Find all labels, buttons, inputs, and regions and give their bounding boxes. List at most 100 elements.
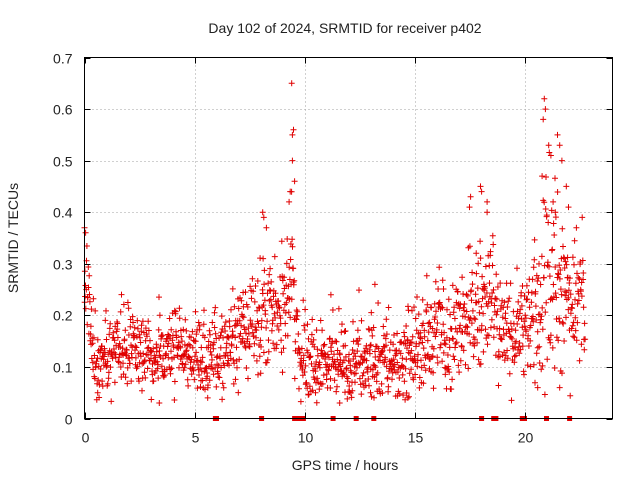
data-point xyxy=(488,316,495,323)
data-point xyxy=(266,297,273,304)
data-point xyxy=(197,384,204,390)
data-point xyxy=(438,304,445,311)
data-point xyxy=(108,398,115,405)
data-point xyxy=(434,320,441,326)
data-point xyxy=(369,332,376,339)
data-point xyxy=(165,354,172,361)
data-point xyxy=(372,348,378,355)
data-point xyxy=(274,309,281,316)
data-point xyxy=(412,371,419,378)
data-point xyxy=(445,366,452,373)
data-point xyxy=(299,365,306,371)
data-point xyxy=(168,326,175,333)
data-point xyxy=(360,369,367,376)
data-point xyxy=(291,277,298,284)
data-point xyxy=(464,324,471,331)
data-point xyxy=(567,310,574,317)
data-point xyxy=(504,347,511,354)
data-point xyxy=(403,323,410,329)
data-point xyxy=(253,334,259,341)
data-point xyxy=(183,348,189,355)
data-point xyxy=(430,345,437,352)
data-point xyxy=(229,333,236,340)
data-point xyxy=(421,362,428,369)
data-point xyxy=(560,243,566,250)
data-point xyxy=(548,207,555,214)
data-point xyxy=(428,304,435,311)
data-point xyxy=(125,305,132,312)
data-point xyxy=(343,365,350,372)
data-point xyxy=(328,348,335,355)
data-point xyxy=(307,353,314,360)
data-point xyxy=(171,354,177,361)
data-point xyxy=(296,385,302,392)
data-point xyxy=(567,291,574,298)
data-point xyxy=(542,309,549,316)
data-point xyxy=(513,338,520,345)
data-point xyxy=(571,261,577,268)
data-point xyxy=(417,329,424,336)
chart-title: Day 102 of 2024, SRMTID for receiver p40… xyxy=(208,20,481,36)
data-point xyxy=(358,391,365,398)
data-point xyxy=(531,236,538,243)
data-point xyxy=(181,351,188,358)
data-point xyxy=(581,320,588,327)
data-point xyxy=(455,362,462,369)
data-point xyxy=(284,332,291,339)
data-point xyxy=(281,285,288,292)
data-point xyxy=(185,341,192,348)
data-point xyxy=(245,375,251,382)
data-point xyxy=(531,256,538,263)
data-point xyxy=(317,317,324,324)
data-point xyxy=(384,374,391,381)
data-point xyxy=(446,369,453,376)
data-point xyxy=(469,269,476,276)
data-point xyxy=(523,282,530,289)
data-point xyxy=(229,285,236,292)
data-point xyxy=(148,396,155,403)
data-point xyxy=(467,193,474,200)
data-point xyxy=(346,383,353,389)
data-point xyxy=(183,327,190,334)
data-point xyxy=(461,307,468,314)
data-point xyxy=(182,316,189,323)
data-point xyxy=(401,378,408,385)
data-point xyxy=(538,313,545,320)
data-point xyxy=(222,319,229,326)
x-axis-label: GPS time / hours xyxy=(292,457,399,473)
data-point xyxy=(560,320,567,327)
data-point xyxy=(207,331,213,338)
data-point xyxy=(172,308,179,315)
data-point xyxy=(432,278,439,285)
data-point xyxy=(495,382,502,389)
data-point xyxy=(272,290,279,297)
data-point xyxy=(89,359,96,366)
data-point xyxy=(86,298,93,305)
data-point xyxy=(404,394,411,401)
data-point xyxy=(407,339,414,346)
data-point xyxy=(429,353,436,360)
data-point xyxy=(528,299,535,306)
data-point xyxy=(219,396,226,403)
data-point xyxy=(352,353,359,360)
data-point xyxy=(251,352,257,359)
data-point xyxy=(570,333,577,340)
data-point xyxy=(177,344,184,351)
data-point xyxy=(308,360,315,367)
data-point xyxy=(351,350,357,357)
data-point xyxy=(564,254,571,261)
data-point xyxy=(494,284,501,290)
data-point xyxy=(91,375,98,382)
data-point xyxy=(192,308,199,315)
data-point xyxy=(379,390,386,396)
data-point xyxy=(226,362,232,369)
data-point xyxy=(359,359,366,366)
data-point xyxy=(354,364,360,371)
data-point xyxy=(525,343,532,349)
data-point xyxy=(103,336,110,343)
data-point xyxy=(482,263,489,270)
data-point xyxy=(550,281,557,288)
data-point xyxy=(404,336,411,343)
data-point xyxy=(524,362,531,369)
data-point xyxy=(156,312,163,319)
